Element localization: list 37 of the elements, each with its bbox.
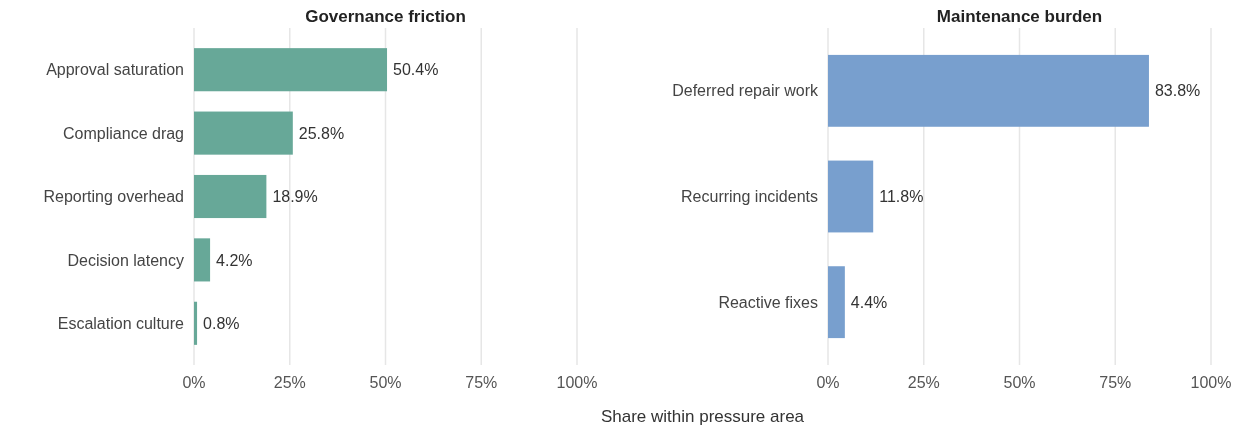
bar	[828, 54, 1149, 127]
bar	[828, 266, 845, 339]
y-tick-label: Decision latency	[67, 251, 184, 269]
data-label: 50.4%	[393, 61, 439, 79]
x-axis-title: Share within pressure area	[600, 407, 805, 426]
y-tick-label: Reactive fixes	[718, 293, 818, 311]
y-tick-label: Recurring incidents	[681, 188, 818, 206]
chart-title: Maintenance burden	[936, 7, 1103, 26]
bar	[194, 238, 211, 282]
y-tick-label: Deferred repair work	[672, 82, 819, 100]
x-tick-label: 0%	[816, 374, 840, 391]
x-tick-label: 100%	[1190, 374, 1232, 391]
y-tick-label: Reporting overhead	[43, 188, 184, 206]
data-label: 18.9%	[272, 188, 318, 206]
data-label: 4.2%	[216, 251, 253, 269]
bar	[194, 111, 293, 155]
x-tick-label: 50%	[369, 374, 402, 391]
x-tick-label: 75%	[465, 374, 498, 391]
x-tick-label: 25%	[907, 374, 940, 391]
y-tick-label: Compliance drag	[63, 124, 184, 142]
x-tick-label: 25%	[273, 374, 306, 391]
x-tick-label: 50%	[1003, 374, 1036, 391]
bar	[194, 301, 198, 345]
y-tick-label: Escalation culture	[57, 314, 185, 332]
data-label: 0.8%	[203, 314, 240, 332]
x-tick-label: 75%	[1099, 374, 1132, 391]
data-label: 4.4%	[850, 293, 888, 311]
bar	[828, 160, 874, 233]
bar	[194, 48, 388, 92]
chart-title: Governance friction	[305, 7, 466, 26]
bar	[194, 174, 267, 219]
data-label: 11.8%	[879, 188, 924, 206]
x-tick-label: 100%	[556, 374, 598, 391]
y-tick-label: Approval saturation	[46, 61, 184, 79]
data-label: 83.8%	[1154, 82, 1201, 100]
x-tick-label: 0%	[182, 374, 206, 391]
data-label: 25.8%	[298, 124, 345, 142]
